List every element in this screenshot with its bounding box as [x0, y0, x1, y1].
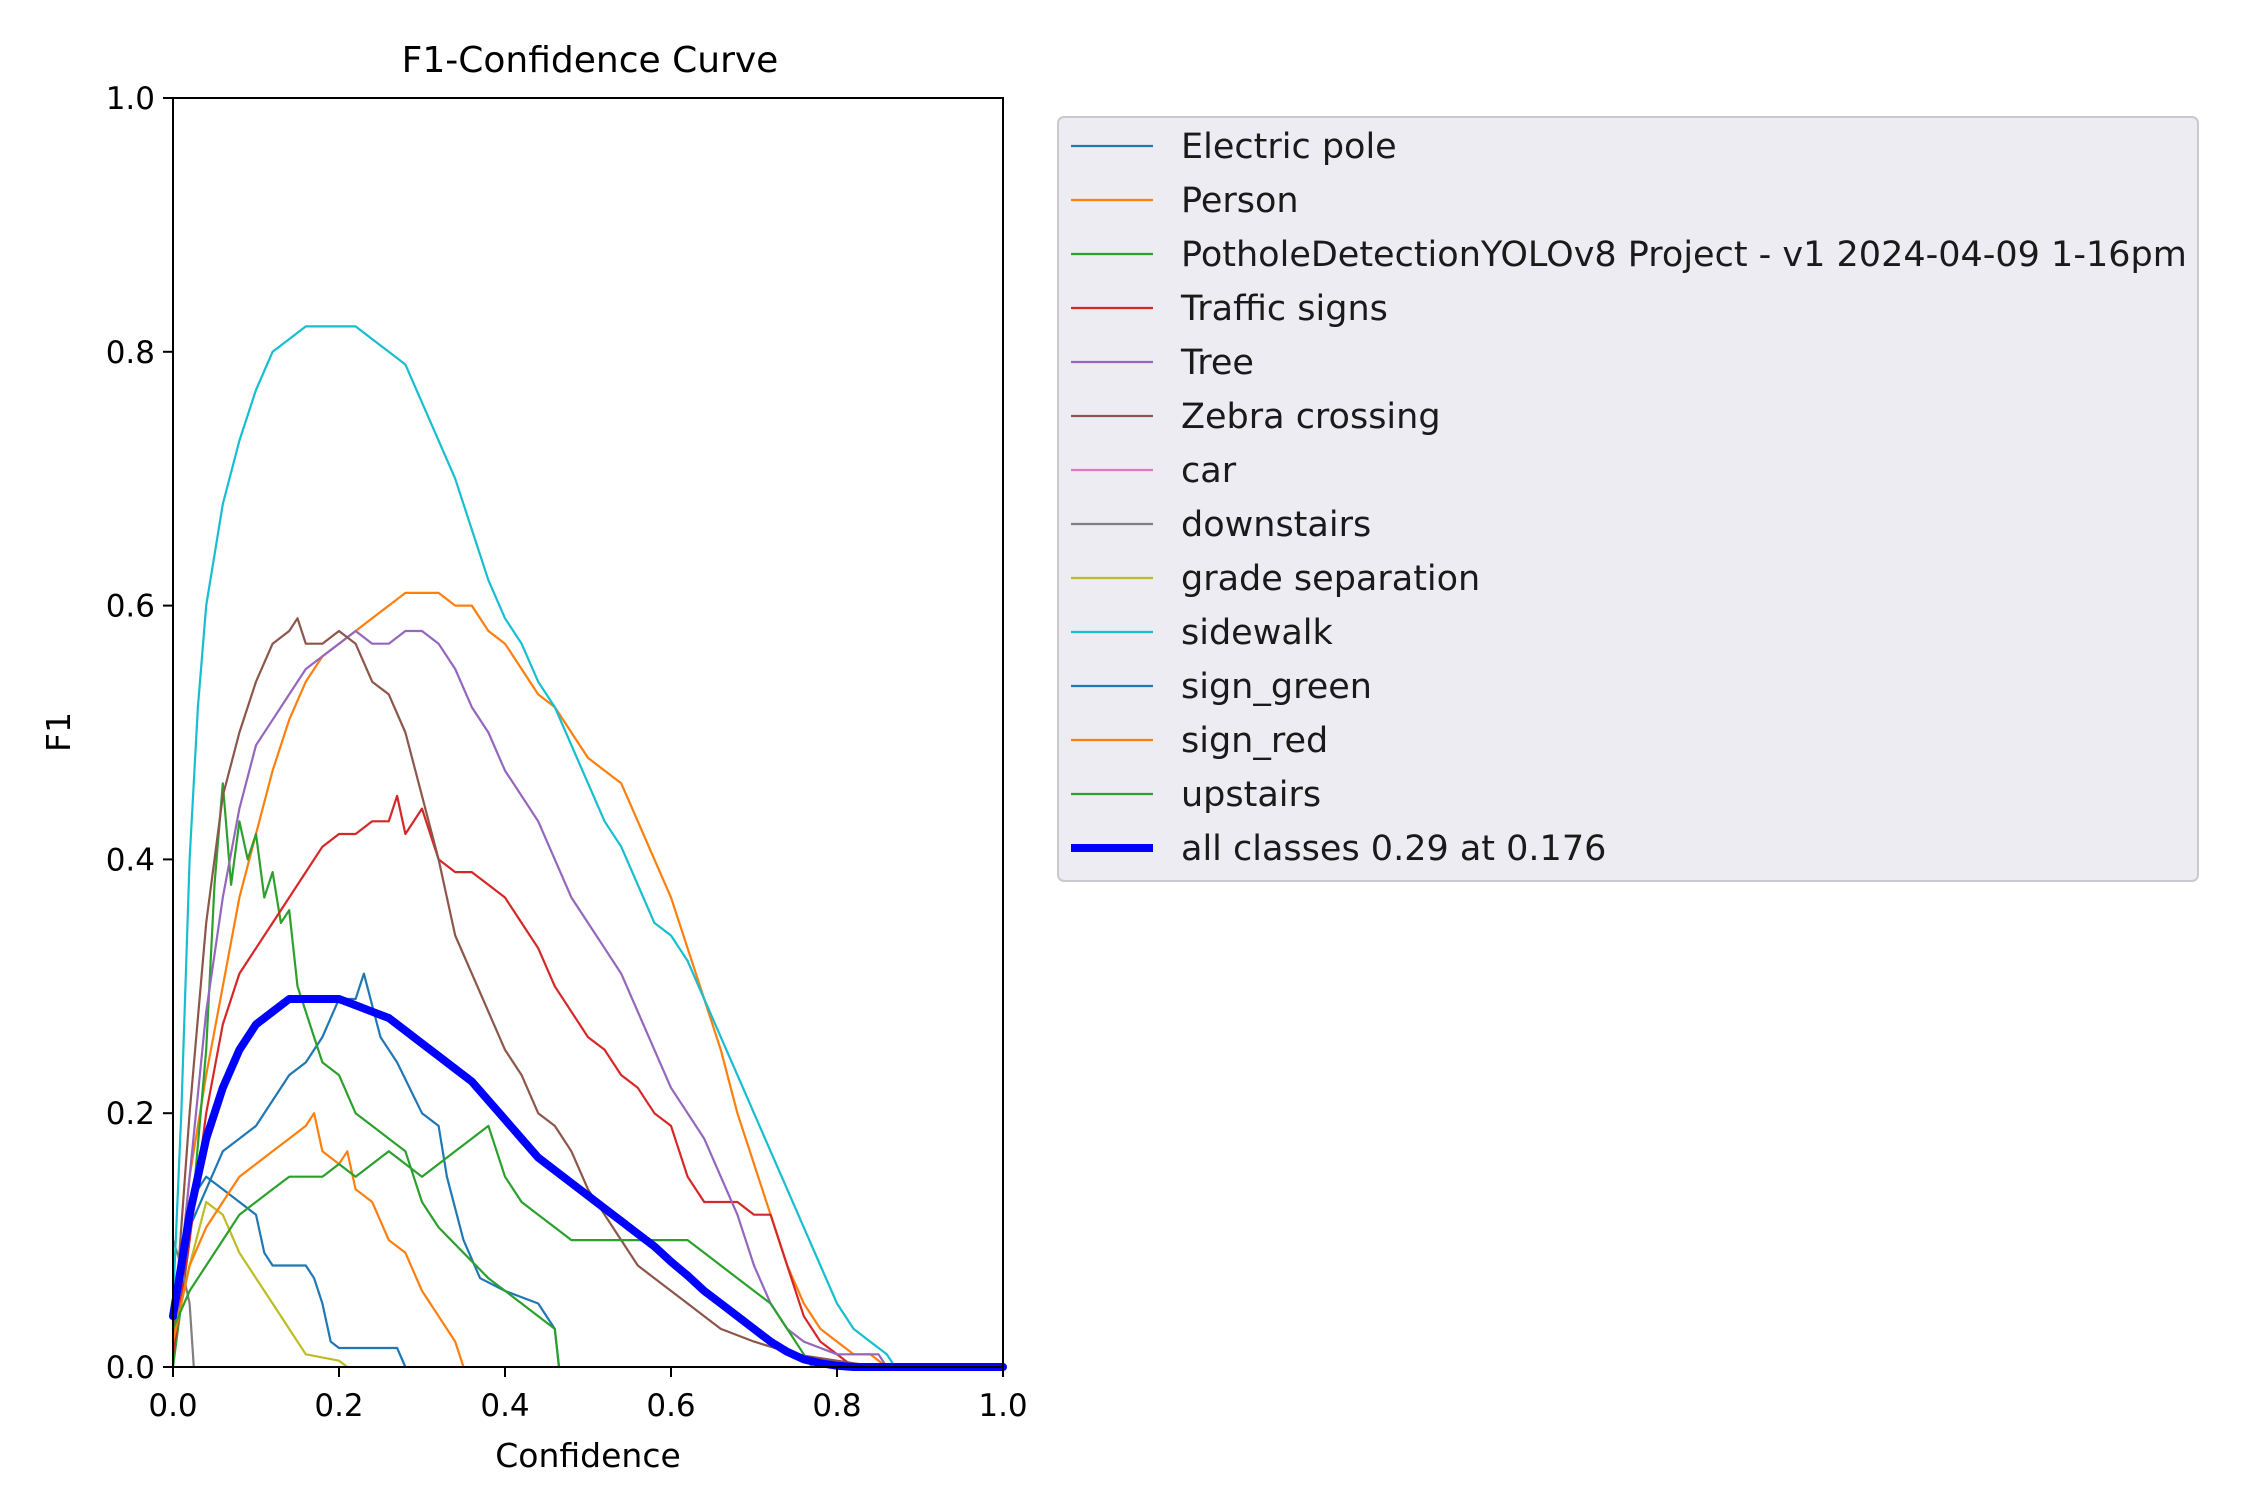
- legend-label: upstairs: [1181, 775, 1321, 815]
- y-axis: 0.0 0.2 0.4 0.6 0.8 1.0: [106, 81, 173, 1386]
- y-tick-label: 0.8: [106, 335, 155, 371]
- y-tick-label: 0.4: [106, 842, 155, 878]
- y-tick-label: 0.6: [106, 589, 155, 625]
- y-tick-label: 0.2: [106, 1096, 155, 1132]
- legend-items: Electric pole Person PotholeDetectionYOLOv…: [1071, 127, 2187, 869]
- y-axis-title: F1: [39, 712, 78, 752]
- x-tick-label: 1.0: [978, 1388, 1027, 1424]
- series-line-10: [171, 1175, 407, 1369]
- legend-label: car: [1181, 451, 1237, 491]
- legend-label: Person: [1181, 181, 1299, 221]
- plot-lines: [169, 325, 1007, 1371]
- legend-label: Tree: [1180, 343, 1254, 383]
- legend-label: all classes 0.29 at 0.176: [1181, 829, 1606, 869]
- series-line-13: [169, 995, 1007, 1371]
- x-axis: 0.0 0.2 0.4 0.6 0.8 1.0: [148, 1367, 1028, 1424]
- x-tick-label: 0.6: [646, 1388, 695, 1424]
- series-line-4: [171, 629, 888, 1369]
- x-tick-label: 0.0: [148, 1388, 197, 1424]
- plot-frame: [172, 97, 1004, 1368]
- legend: Electric pole Person PotholeDetectionYOLOv…: [1057, 116, 2199, 882]
- legend-label: PotholeDetectionYOLOv8 Project - v1 2024…: [1181, 235, 2187, 275]
- x-tick-label: 0.2: [314, 1388, 363, 1424]
- chart-title: F1-Confidence Curve: [402, 40, 779, 81]
- series-line-9: [171, 325, 897, 1369]
- legend-label: Electric pole: [1181, 127, 1397, 167]
- series-line-1: [171, 591, 888, 1369]
- series-line-3: [171, 794, 855, 1369]
- legend-label: Traffic signs: [1180, 289, 1388, 329]
- series-line-0: [171, 972, 561, 1369]
- series-line-8: [171, 1200, 349, 1369]
- legend-label: sign_red: [1181, 721, 1328, 761]
- y-tick-label: 0.0: [106, 1350, 155, 1386]
- x-tick-label: 0.4: [480, 1388, 529, 1424]
- y-tick-label: 1.0: [106, 81, 155, 117]
- x-tick-label: 0.8: [812, 1388, 861, 1424]
- legend-label: sign_green: [1181, 667, 1372, 707]
- series-line-11: [171, 1112, 465, 1369]
- legend-label: downstairs: [1181, 505, 1371, 545]
- legend-label: grade separation: [1181, 559, 1480, 599]
- series-line-12: [171, 1124, 814, 1369]
- legend-label: Zebra crossing: [1181, 397, 1441, 437]
- legend-box: [1057, 116, 2199, 882]
- series-line-5: [171, 617, 880, 1369]
- x-axis-title: Confidence: [495, 1436, 681, 1475]
- legend-label: sidewalk: [1181, 613, 1334, 653]
- series-line-2: [171, 782, 561, 1369]
